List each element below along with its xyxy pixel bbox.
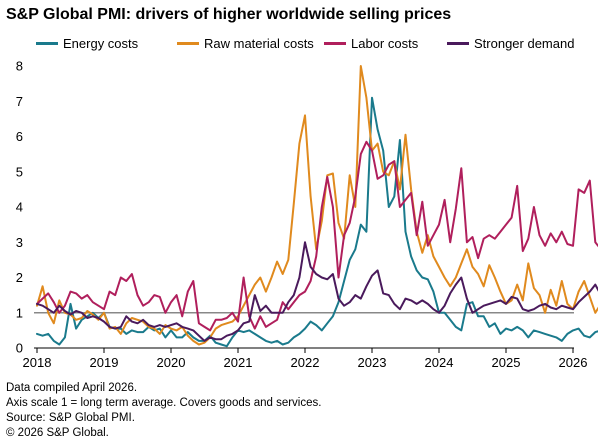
legend-item-energy-costs: Energy costs	[36, 36, 138, 51]
legend-item-raw-material-costs: Raw material costs	[177, 36, 314, 51]
note-copyright: © 2026 S&P Global.	[6, 427, 109, 439]
series-line-labor-costs	[36, 140, 598, 332]
legend-label-energy-costs: Energy costs	[63, 36, 139, 51]
y-tick-label-5: 5	[16, 164, 23, 179]
legend-label-raw-material-costs: Raw material costs	[204, 36, 314, 51]
x-tick-label-2026: 2026	[559, 355, 588, 370]
series-line-stronger-demand	[36, 241, 598, 342]
y-tick-label-2: 2	[16, 270, 23, 285]
legend-item-labor-costs: Labor costs	[324, 36, 418, 51]
x-tick-label-2020: 2020	[157, 355, 186, 370]
x-tick-label-2021: 2021	[224, 355, 253, 370]
y-tick-label-3: 3	[16, 235, 23, 250]
legend-label-stronger-demand: Stronger demand	[474, 36, 575, 51]
x-tick-label-2025: 2025	[492, 355, 521, 370]
x-tick-label-2019: 2019	[90, 355, 119, 370]
y-tick-label-8: 8	[16, 59, 23, 74]
legend-swatch-energy-costs	[36, 42, 58, 45]
chart-title: S&P Global PMI: drivers of higher worldw…	[6, 6, 452, 23]
series-line-energy-costs	[36, 96, 598, 348]
legend-swatch-raw-material-costs	[177, 42, 199, 45]
x-tick-label-2022: 2022	[291, 355, 320, 370]
y-tick-label-7: 7	[16, 94, 23, 109]
legend-label-labor-costs: Labor costs	[351, 36, 419, 51]
chart-legend: Energy costs Raw material costs Labor co…	[0, 36, 598, 54]
legend-item-stronger-demand: Stronger demand	[447, 36, 574, 51]
legend-swatch-stronger-demand	[447, 42, 469, 45]
legend-swatch-labor-costs	[324, 42, 346, 45]
x-tick-label-2023: 2023	[358, 355, 387, 370]
y-tick-label-6: 6	[16, 129, 23, 144]
note-axis-scale: Axis scale 1 = long term average. Covers…	[6, 397, 322, 409]
x-tick-label-2024: 2024	[425, 355, 454, 370]
y-tick-label-1: 1	[16, 305, 23, 320]
x-tick-label-2018: 2018	[23, 355, 52, 370]
note-data-compiled: Data compiled April 2026.	[6, 382, 138, 394]
y-tick-label-0: 0	[16, 341, 23, 356]
chart-footnotes: Data compiled April 2026. Axis scale 1 =…	[6, 381, 321, 441]
note-source: Source: S&P Global PMI.	[6, 412, 135, 424]
y-tick-label-4: 4	[16, 200, 23, 215]
